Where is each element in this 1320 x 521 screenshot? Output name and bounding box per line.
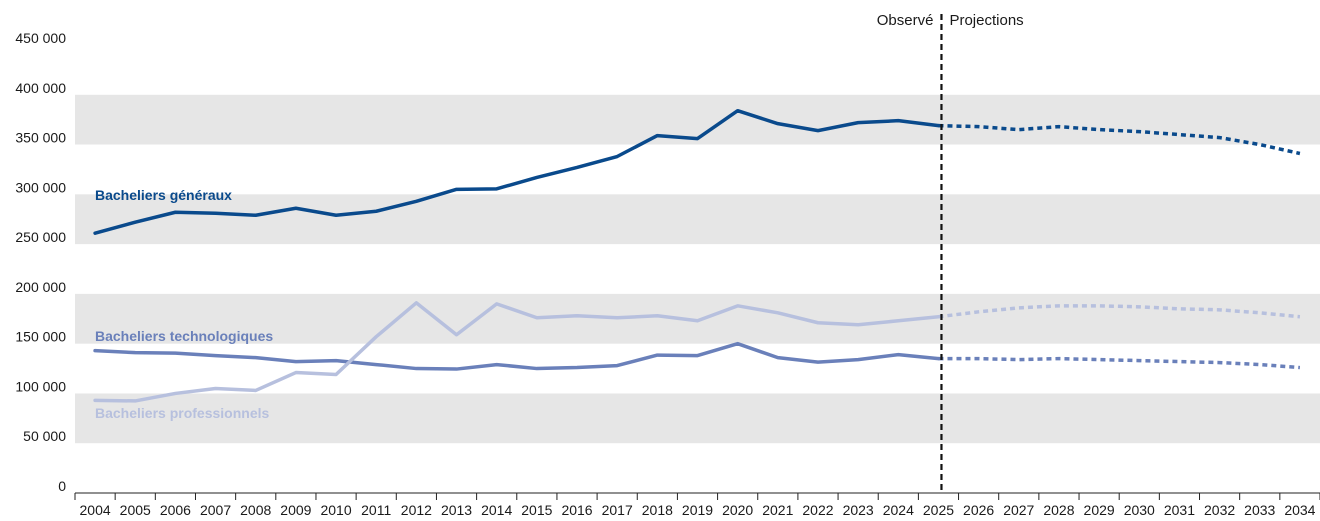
observed-label: Observé <box>877 12 934 29</box>
x-tick-label: 2011 <box>361 502 391 518</box>
series-label-generaux: Bacheliers généraux <box>95 187 232 203</box>
x-tick-label: 2019 <box>682 502 713 518</box>
y-tick-label: 0 <box>58 478 66 494</box>
x-tick-label: 2015 <box>521 502 552 518</box>
y-tick-label: 350 000 <box>15 130 66 146</box>
x-tick-label: 2030 <box>1124 502 1155 518</box>
x-tick-label: 2008 <box>240 502 271 518</box>
x-tick-label: 2010 <box>320 502 351 518</box>
x-tick-label: 2014 <box>481 502 512 518</box>
y-axis-labels: 0 50 000 100 000 150 000 200 000 250 000 300 0… <box>15 30 66 494</box>
x-tick-label: 2021 <box>762 502 793 518</box>
x-tick-label: 2028 <box>1043 502 1074 518</box>
series-line-projected-1 <box>938 356 1301 370</box>
x-tick-label: 2016 <box>561 502 592 518</box>
y-tick-label: 150 000 <box>15 329 66 345</box>
y-tick-label: 100 000 <box>15 378 66 394</box>
grid-band <box>75 194 1320 245</box>
x-tick-label: 2034 <box>1284 502 1315 518</box>
y-tick-label: 400 000 <box>15 80 66 96</box>
series-line-projected-2 <box>938 304 1301 319</box>
y-tick-label: 50 000 <box>23 428 66 444</box>
series-line-observed-1 <box>93 341 941 371</box>
series-label-professionnels: Bacheliers professionnels <box>95 405 270 421</box>
y-tick-label: 200 000 <box>15 279 66 295</box>
series-line-observed-2 <box>93 301 941 403</box>
x-tick-label: 2006 <box>160 502 191 518</box>
x-tick-label: 2013 <box>441 502 472 518</box>
y-tick-label: 300 000 <box>15 179 66 195</box>
x-tick-label: 2026 <box>963 502 994 518</box>
x-tick-label: 2017 <box>602 502 633 518</box>
x-tick-label: 2004 <box>80 502 111 518</box>
x-tick-label: 2023 <box>843 502 874 518</box>
x-tick-label: 2025 <box>923 502 954 518</box>
grid-bands <box>75 94 1320 444</box>
x-tick-label: 2027 <box>1003 502 1034 518</box>
series-labels: Bacheliers généraux Bacheliers technolog… <box>95 187 273 421</box>
x-tick-label: 2032 <box>1204 502 1235 518</box>
series-label-technologiques: Bacheliers technologiques <box>95 328 273 344</box>
x-tick-label: 2005 <box>120 502 151 518</box>
x-tick-label: 2009 <box>280 502 311 518</box>
x-tick-label: 2018 <box>642 502 673 518</box>
projections-label: Projections <box>949 12 1023 29</box>
x-tick-label: 2020 <box>722 502 753 518</box>
x-tick-label: 2033 <box>1244 502 1275 518</box>
x-tick-label: 2007 <box>200 502 231 518</box>
series-lines <box>93 108 1301 403</box>
grid-band <box>75 94 1320 145</box>
x-axis: 2004 2005 2006 2007 2008 2009 2010 2011 2012 2013… <box>74 492 1320 518</box>
projection-divider: Observé Projections <box>877 12 1024 493</box>
y-tick-label: 450 000 <box>15 30 66 46</box>
x-tick-label: 2012 <box>401 502 432 518</box>
grid-band <box>75 393 1320 444</box>
grid-band <box>75 293 1320 344</box>
x-tick-label: 2022 <box>802 502 833 518</box>
series-line-projected-0 <box>938 123 1301 156</box>
x-tick-label: 2029 <box>1084 502 1115 518</box>
y-tick-label: 250 000 <box>15 229 66 245</box>
x-tick-label: 2031 <box>1164 502 1195 518</box>
x-tick-label: 2024 <box>883 502 914 518</box>
series-line-observed-0 <box>93 108 941 235</box>
